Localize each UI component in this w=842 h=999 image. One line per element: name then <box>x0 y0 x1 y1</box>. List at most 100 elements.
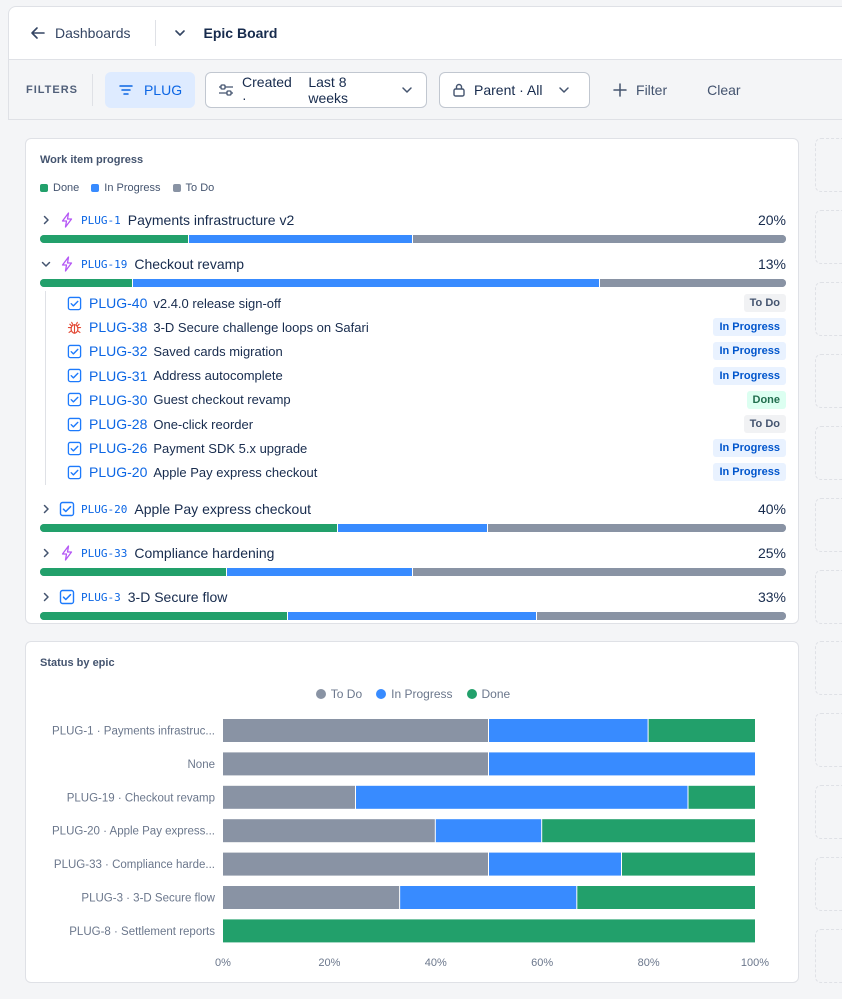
epic-row-header[interactable]: PLUG-33 Compliance hardening 25% <box>40 543 786 563</box>
progress-segment-to-do <box>487 524 786 532</box>
progress-segment-in-progress <box>226 568 413 576</box>
child-name: Payment SDK 5.x upgrade <box>153 440 308 456</box>
sliders-icon <box>219 83 234 96</box>
x-tick-label: 20% <box>318 957 340 969</box>
legend-swatch <box>172 184 181 192</box>
work-item-progress-card: Work item progress Done In Progress To D… <box>25 138 799 624</box>
task-checkbox-icon <box>59 501 75 517</box>
child-name: Saved cards migration <box>153 343 283 359</box>
epic-percent: 33% <box>757 589 786 605</box>
epic-key-link[interactable]: PLUG-19 <box>81 257 128 271</box>
chevron-down-icon[interactable] <box>40 258 52 270</box>
epic-progress-bar <box>40 524 786 532</box>
progress-segment-to-do <box>413 568 786 576</box>
task-checkbox-icon <box>59 589 75 605</box>
child-name: v2.4.0 release sign-off <box>153 295 282 311</box>
x-tick-label: 0% <box>215 957 231 969</box>
add-filter-button[interactable]: Filter <box>612 82 667 98</box>
bar-segment <box>489 852 621 876</box>
status-badge: In Progress <box>713 439 786 458</box>
child-item-row[interactable]: PLUG-28 One-click reorder To Do <box>46 412 786 436</box>
task-checkbox-icon <box>67 393 82 407</box>
child-key-link[interactable]: PLUG-20 <box>89 464 148 481</box>
epic-lightning-icon <box>61 545 73 561</box>
child-work-items: PLUG-40 v2.4.0 release sign-off To Do PLUG-… <box>45 291 786 485</box>
placeholder-tile <box>815 426 842 480</box>
chevron-down-icon <box>402 86 412 93</box>
dashboard-switcher-button[interactable] <box>168 21 192 45</box>
clear-filters-button[interactable]: Clear <box>707 81 741 98</box>
header-divider <box>154 20 156 46</box>
child-name: Apple Pay express checkout <box>153 464 318 480</box>
x-tick-label: 40% <box>425 957 447 969</box>
project-filter-chip[interactable]: PLUG <box>105 71 196 108</box>
chevron-right-icon[interactable] <box>40 503 52 515</box>
filter-bar: FILTERS PLUG Created · Last 8 weeks Pare… <box>8 60 842 120</box>
legend-label: Done <box>53 182 80 194</box>
child-key-link[interactable]: PLUG-30 <box>89 391 148 408</box>
child-item-row[interactable]: PLUG-26 Payment SDK 5.x upgrade In Progres… <box>46 436 786 460</box>
bar-segment <box>400 886 577 909</box>
category-label: PLUG-20 · Apple Pay express... <box>52 826 215 838</box>
child-key-link[interactable]: PLUG-31 <box>89 367 148 384</box>
epic-row-header[interactable]: PLUG-19 Checkout revamp 13% <box>40 254 786 274</box>
chevron-right-icon[interactable] <box>40 591 52 603</box>
created-filter-dropdown[interactable]: Created · Last 8 weeks <box>205 71 428 108</box>
epic-key-link[interactable]: PLUG-33 <box>81 546 128 560</box>
child-key-link[interactable]: PLUG-28 <box>89 416 148 433</box>
child-key-link[interactable]: PLUG-32 <box>89 343 148 360</box>
epic-progress-bar <box>40 612 786 620</box>
legend-label: To Do <box>185 182 215 194</box>
epic-row-header[interactable]: PLUG-3 3-D Secure flow 33% <box>40 587 786 607</box>
child-key-link[interactable]: PLUG-26 <box>89 440 148 457</box>
epic-row-header[interactable]: PLUG-20 Apple Pay express checkout 40% <box>40 499 786 519</box>
task-checkbox-icon <box>67 417 82 431</box>
parent-filter-dropdown[interactable]: Parent · All <box>439 71 591 108</box>
category-label: PLUG-1 · Payments infrastruc... <box>52 726 215 738</box>
placeholder-tile <box>815 929 842 983</box>
status-by-epic-card: Status by epic To Do In Progress Done PLUG… <box>25 641 799 983</box>
chevron-right-icon[interactable] <box>40 547 52 559</box>
epic-key-link[interactable]: PLUG-20 <box>81 502 128 516</box>
child-item-row[interactable]: PLUG-30 Guest checkout revamp Done <box>46 388 786 412</box>
placeholder-tile <box>815 354 842 408</box>
epic-key-link[interactable]: PLUG-1 <box>81 213 121 227</box>
legend-item: Done <box>466 687 511 701</box>
child-item-row[interactable]: PLUG-31 Address autocomplete In Progress <box>46 364 786 388</box>
category-label: PLUG-3 · 3-D Secure flow <box>81 893 215 905</box>
bar-segment <box>223 785 355 809</box>
back-to-dashboards-link[interactable]: Dashboards <box>9 24 131 42</box>
bar-segment <box>223 752 488 776</box>
card-title: Status by epic <box>40 657 115 669</box>
filter-divider <box>92 73 94 106</box>
card-title: Work item progress <box>40 154 144 166</box>
progress-segment-to-do <box>536 612 786 620</box>
legend-label: In Progress <box>391 687 453 701</box>
epic-name: Checkout revamp <box>134 256 245 272</box>
status-badge: To Do <box>743 415 786 434</box>
epic-key-link[interactable]: PLUG-3 <box>81 590 121 604</box>
chevron-down-icon <box>558 86 569 93</box>
child-key-link[interactable]: PLUG-40 <box>89 295 148 312</box>
bar-segment <box>223 919 755 943</box>
placeholder-tile <box>815 498 842 552</box>
child-name: Guest checkout revamp <box>153 392 291 408</box>
progress-legend: Done In Progress To Do <box>40 182 214 194</box>
child-item-row[interactable]: PLUG-40 v2.4.0 release sign-off To Do <box>46 291 786 315</box>
child-item-row[interactable]: PLUG-38 3-D Secure challenge loops on Saf… <box>46 315 786 339</box>
top-header: Dashboards Epic Board <box>8 6 842 60</box>
status-badge: Done <box>746 390 786 409</box>
epic-progress-bar <box>40 279 786 287</box>
chevron-right-icon[interactable] <box>40 214 52 226</box>
child-key-link[interactable]: PLUG-38 <box>89 319 148 336</box>
epic-name: Compliance hardening <box>134 545 275 561</box>
child-item-row[interactable]: PLUG-20 Apple Pay express checkout In Prog… <box>46 460 786 484</box>
legend-swatch <box>91 184 100 192</box>
epic-row-header[interactable]: PLUG-1 Payments infrastructure v2 20% <box>40 210 786 230</box>
bar-segment <box>648 719 755 742</box>
category-label: PLUG-19 · Checkout revamp <box>67 792 215 804</box>
progress-segment-done <box>40 279 134 287</box>
back-label: Dashboards <box>55 25 131 41</box>
child-item-row[interactable]: PLUG-32 Saved cards migration In Progress <box>46 339 786 363</box>
legend-label: Done <box>481 687 511 701</box>
